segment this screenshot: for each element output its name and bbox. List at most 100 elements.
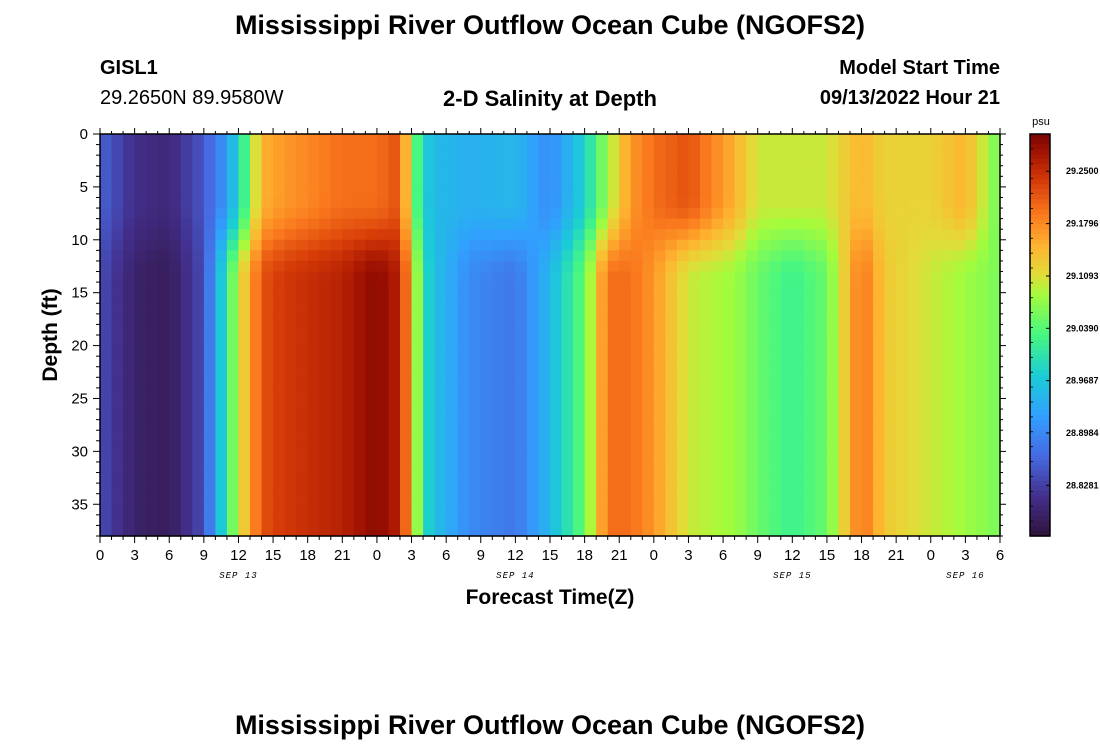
heatmap-cell [792, 493, 805, 505]
heatmap-cell [873, 271, 886, 283]
heatmap-cell [538, 377, 551, 389]
heatmap-cell [665, 514, 678, 527]
heatmap-cell [353, 186, 366, 199]
heatmap-cell [919, 493, 932, 505]
heatmap-cell [942, 409, 955, 421]
heatmap-cell [665, 451, 678, 463]
heatmap-cell [146, 472, 159, 484]
heatmap-cell [653, 155, 666, 167]
heatmap-cell [861, 472, 874, 484]
heatmap-cell [111, 430, 124, 442]
heatmap-cell [700, 504, 713, 516]
heatmap-cell [665, 292, 678, 304]
heatmap-cell [676, 282, 690, 294]
heatmap-cell [388, 398, 401, 410]
heatmap-cell [296, 483, 309, 495]
heatmap-cell [723, 165, 736, 177]
heatmap-cell [307, 239, 320, 251]
heatmap-cell [584, 176, 597, 188]
heatmap-cell [803, 144, 816, 156]
heatmap-cell [619, 387, 632, 400]
heatmap-cell [769, 292, 782, 304]
heatmap-cell [365, 303, 378, 315]
heatmap-cell [515, 155, 528, 167]
heatmap-cell [826, 504, 840, 516]
heatmap-cell [146, 345, 159, 357]
colorbar-segment [1030, 169, 1050, 175]
heatmap-cell [907, 260, 920, 273]
heatmap-cell [296, 186, 309, 199]
heatmap-cell [261, 493, 274, 505]
heatmap-cell [873, 165, 886, 177]
heatmap-cell [526, 419, 540, 431]
heatmap-cell [226, 514, 240, 527]
x-tick-label: 18 [853, 547, 870, 564]
heatmap-cell [919, 144, 932, 156]
heatmap-cell [469, 155, 482, 167]
colorbar-segment [1030, 269, 1050, 276]
heatmap-cell [850, 134, 863, 146]
heatmap-cell [919, 229, 932, 241]
heatmap-cell [711, 260, 724, 273]
heatmap-cell [180, 356, 193, 368]
heatmap-cell [630, 472, 643, 484]
heatmap-cell [665, 377, 678, 389]
heatmap-cell [134, 197, 147, 209]
heatmap-cell [861, 356, 874, 368]
heatmap-cell [988, 229, 1001, 241]
heatmap-cell [942, 324, 955, 336]
heatmap-cell [342, 282, 355, 294]
heatmap-cell [642, 260, 655, 273]
heatmap-cell [261, 514, 274, 527]
heatmap-cell [192, 377, 205, 389]
heatmap-cell [376, 377, 390, 389]
heatmap-cell [169, 186, 182, 199]
heatmap-cell [838, 218, 851, 230]
heatmap-cell [330, 387, 343, 400]
heatmap-cell [353, 155, 366, 167]
heatmap-cell [180, 134, 193, 146]
heatmap-cell [930, 186, 943, 199]
heatmap-cell [896, 176, 909, 188]
heatmap-cell [653, 483, 666, 495]
heatmap-cell [146, 483, 159, 495]
heatmap-cell [111, 377, 124, 389]
heatmap-cell [953, 165, 966, 177]
heatmap-cell [584, 324, 597, 336]
heatmap-cell [307, 461, 320, 474]
heatmap-cell [203, 345, 216, 357]
heatmap-cell [526, 514, 540, 527]
heatmap-cell [273, 472, 286, 484]
heatmap-cell [457, 356, 470, 368]
heatmap-cell [238, 155, 251, 167]
heatmap-cell [769, 387, 782, 400]
heatmap-cell [919, 218, 932, 230]
heatmap-cell [930, 525, 943, 537]
heatmap-cell [919, 461, 932, 474]
heatmap-cell [353, 377, 366, 389]
heatmap-cell [907, 155, 920, 167]
heatmap-cell [538, 514, 551, 527]
heatmap-cell [619, 345, 632, 357]
heatmap-cell [976, 356, 990, 368]
heatmap-cell [226, 440, 240, 452]
heatmap-cell [688, 313, 701, 326]
heatmap-cell [503, 239, 516, 251]
heatmap-cell [573, 504, 586, 516]
heatmap-cell [803, 271, 816, 283]
heatmap-cell [861, 430, 874, 442]
heatmap-cell [538, 229, 551, 241]
heatmap-cell [711, 335, 724, 347]
heatmap-cell [873, 155, 886, 167]
colorbar-segment [1030, 239, 1050, 246]
heatmap-cell [596, 504, 609, 516]
heatmap-cell [792, 356, 805, 368]
heatmap-cell [723, 377, 736, 389]
heatmap-cell [700, 324, 713, 336]
heatmap-cell [515, 525, 528, 537]
heatmap-cell [365, 313, 378, 326]
heatmap-cell [319, 186, 332, 199]
heatmap-cell [100, 144, 113, 156]
heatmap-cell [376, 165, 390, 177]
heatmap-cell [780, 229, 793, 241]
